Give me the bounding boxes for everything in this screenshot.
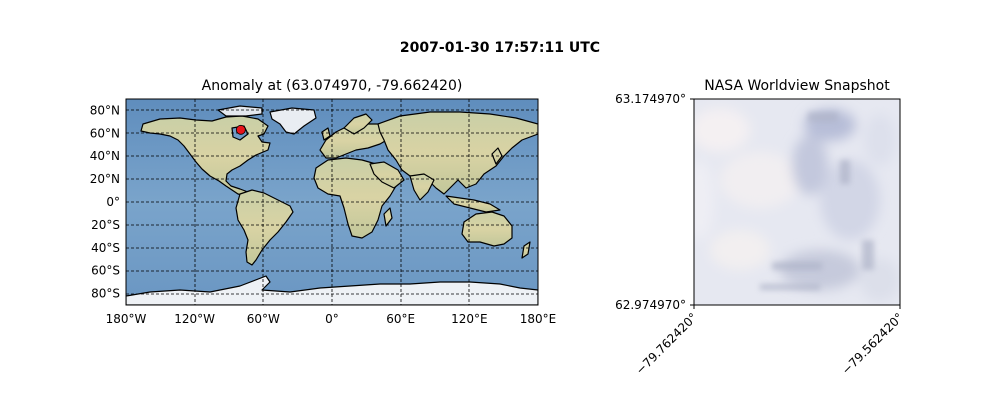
world-map-panel: Anomaly at (63.074970, -79.662420) (90, 78, 557, 326)
land-africa (313, 157, 397, 239)
land-arabia (369, 161, 405, 189)
snapshot-xtick-label-left: −79.762420° (633, 310, 700, 377)
map-ytick-label: 80°S (91, 287, 120, 301)
anomaly-marker (235, 124, 246, 135)
snapshot-ytick-label-top: 63.174970° (615, 92, 686, 106)
map-ytick-label: 60°N (90, 126, 120, 140)
snapshot-image (694, 99, 900, 305)
land-australia (461, 211, 513, 247)
land-south-america (235, 189, 294, 266)
map-ytick-label: 40°S (91, 241, 120, 255)
map-title: Anomaly at (63.074970, -79.662420) (202, 78, 463, 94)
map-y-tick-labels: 80°N 60°N 40°N 20°N 0° 20°S 40°S 60°S 80°S (90, 103, 120, 300)
map-frame (125, 98, 539, 306)
land-new-zealand (521, 241, 531, 259)
map-xtick-label: 120°E (451, 312, 488, 326)
map-xtick-label: 180°E (520, 312, 557, 326)
map-ytick-label: 20°N (90, 172, 120, 186)
land-indonesia (445, 195, 501, 213)
map-xtick-label: 60°W (247, 312, 280, 326)
map-plot-area (126, 99, 538, 305)
snapshot-panel: NASA Worldview Snapshot (615, 78, 906, 377)
map-gridlines (126, 99, 538, 305)
land-india (409, 173, 435, 201)
map-x-tick-labels: 180°W 120°W 60°W 0° 60°E 120°E 180°E (106, 312, 557, 326)
land-masses (126, 105, 538, 305)
map-ytick-label: 80°N (90, 103, 120, 117)
snapshot-xtick-label-right: −79.562420° (839, 310, 906, 377)
map-xtick-label: 60°E (386, 312, 415, 326)
land-asia (377, 111, 538, 195)
snapshot-frame (693, 98, 901, 306)
map-ytick-label: 40°N (90, 149, 120, 163)
map-xtick-label: 180°W (106, 312, 147, 326)
map-xtick-label: 120°W (174, 312, 215, 326)
land-madagascar (383, 207, 393, 227)
figure-suptitle: 2007-01-30 17:57:11 UTC (400, 40, 600, 56)
map-xtick-label: 0° (325, 312, 339, 326)
land-scandinavia (343, 113, 373, 135)
snapshot-title: NASA Worldview Snapshot (704, 78, 890, 94)
map-ytick-label: 60°S (91, 264, 120, 278)
land-uk (321, 127, 331, 141)
land-arctic-islands (217, 105, 263, 117)
snapshot-ytick-label-bottom: 62.974970° (615, 298, 686, 312)
land-greenland (269, 107, 317, 135)
map-ytick-label: 0° (106, 195, 120, 209)
map-ytick-label: 20°S (91, 218, 120, 232)
